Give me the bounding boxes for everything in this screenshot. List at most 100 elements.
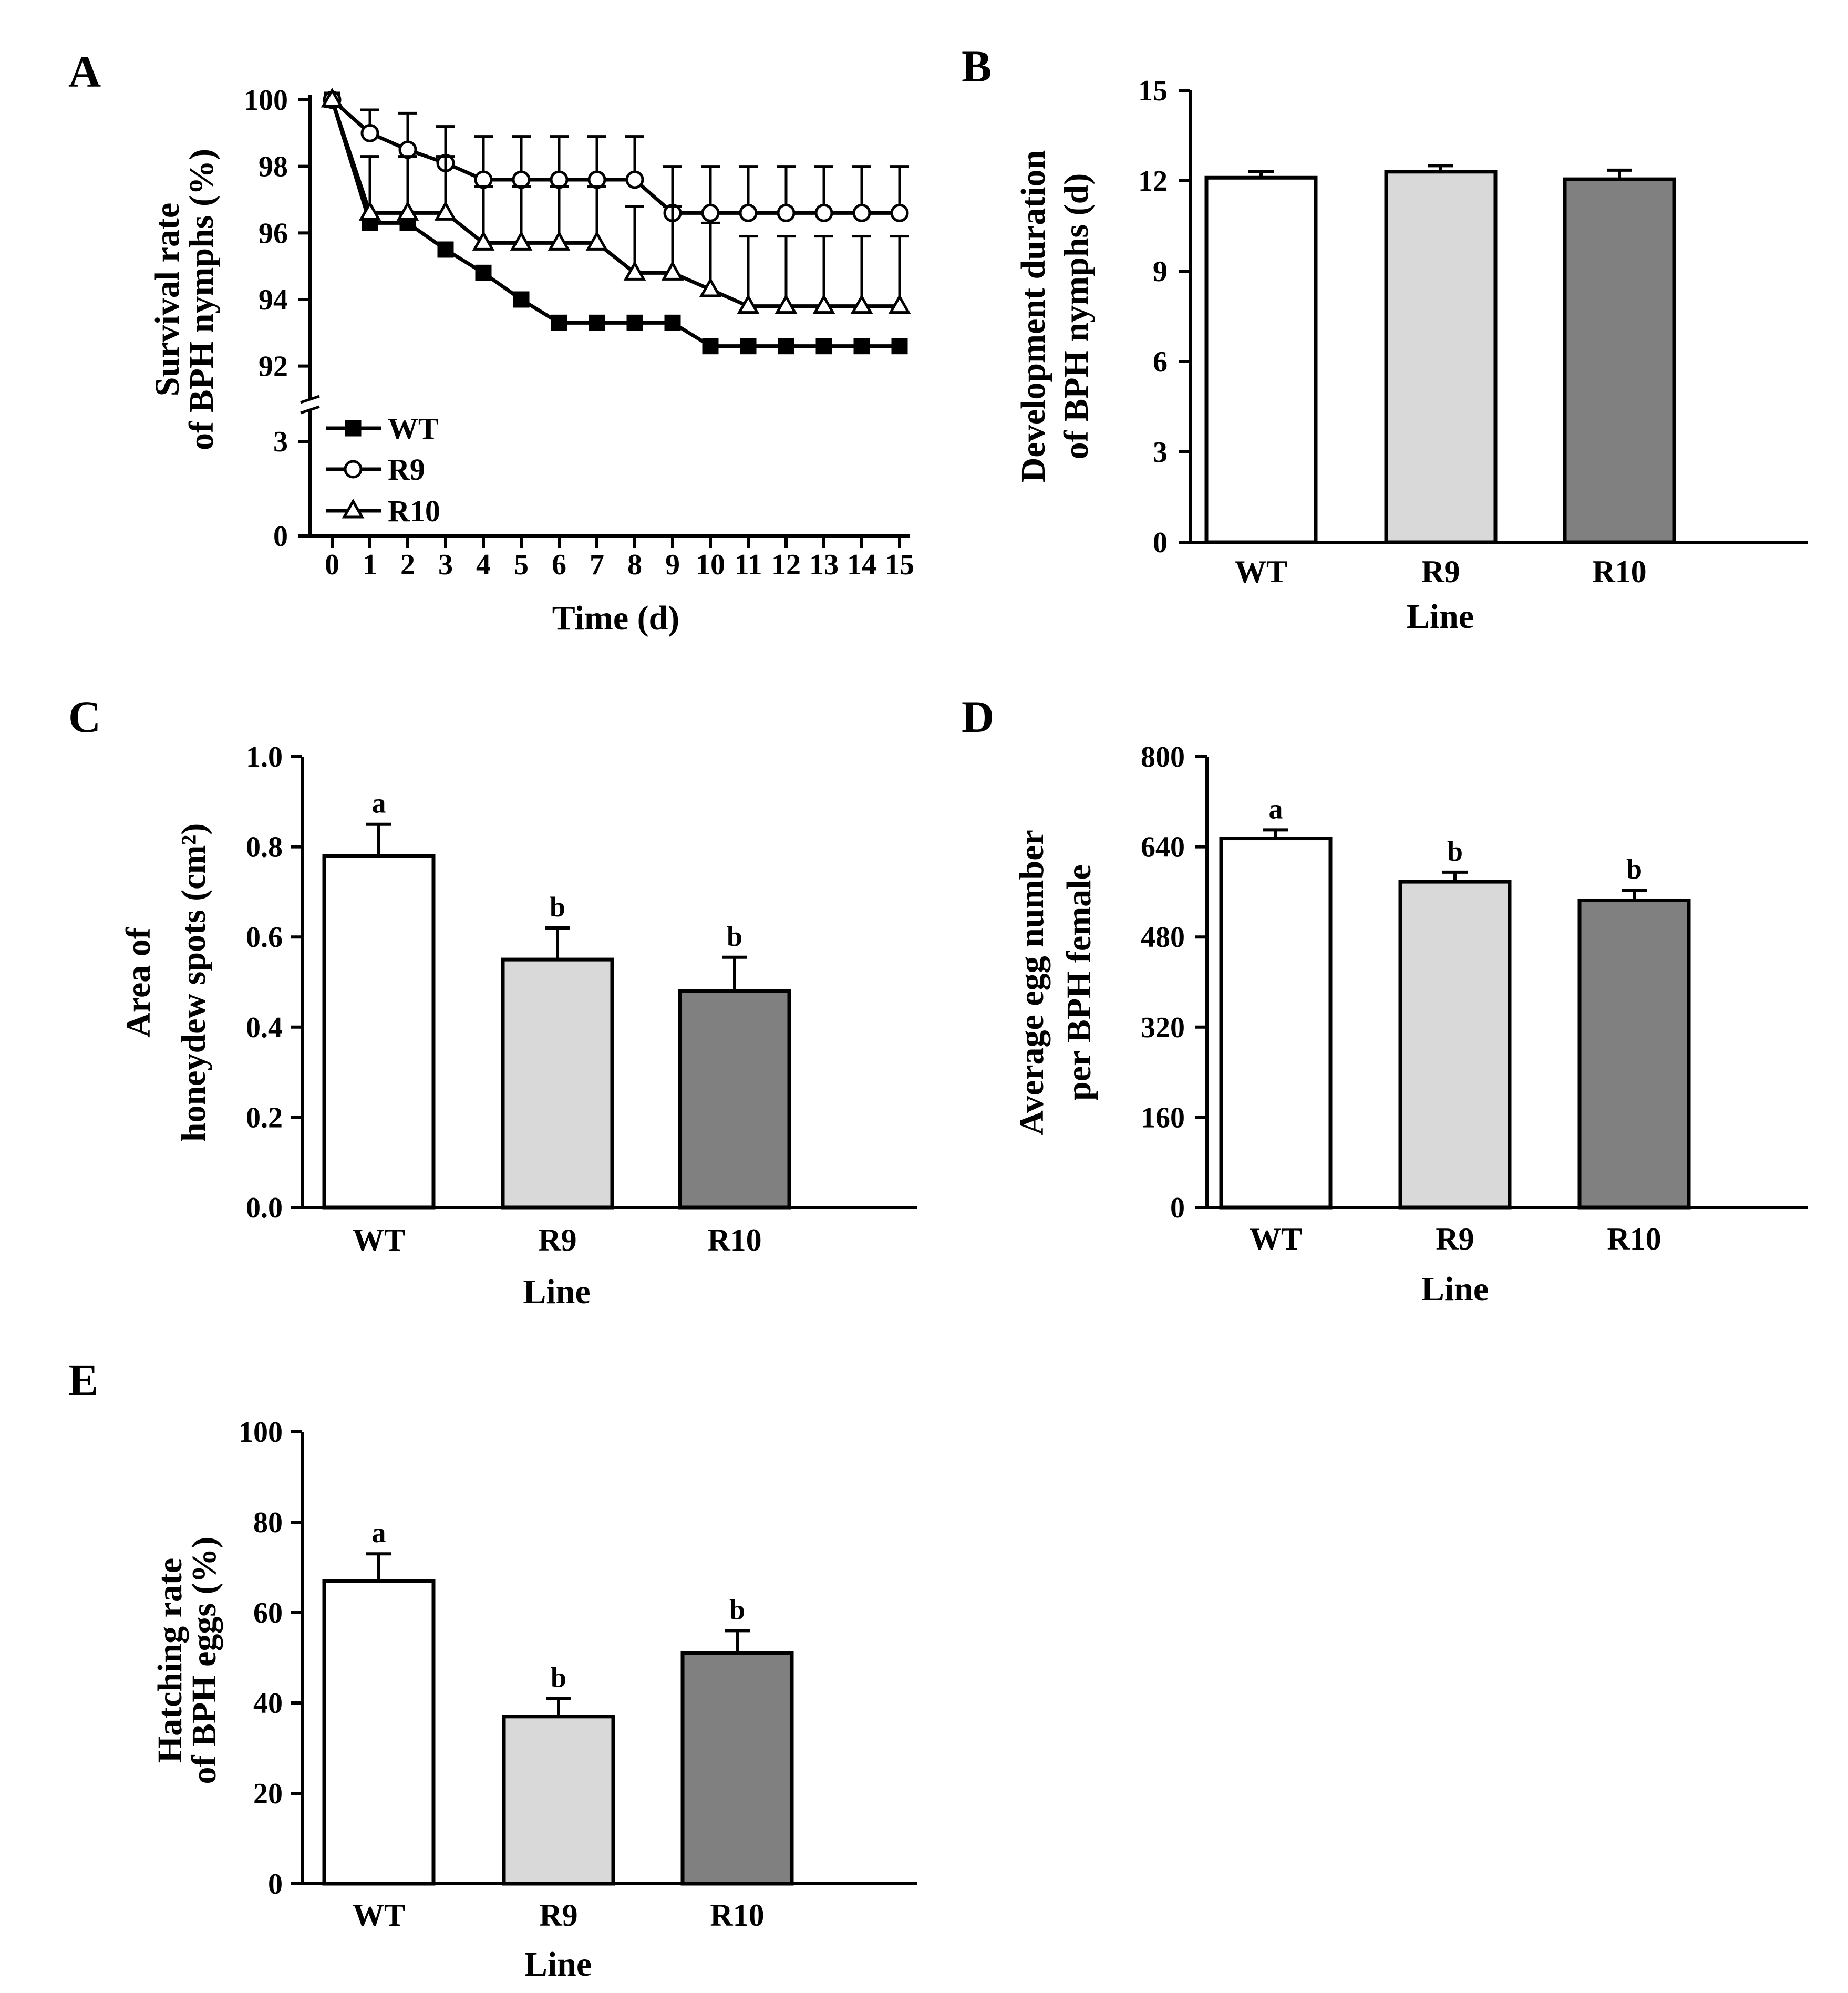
y-tick-label-E: 80 [253, 1506, 283, 1539]
y-tick-label-A: 0 [273, 520, 288, 553]
y-tick-label-D: 0 [1170, 1192, 1185, 1224]
bar-C-WT [322, 854, 436, 1210]
data-point-R9 [360, 123, 379, 142]
legend-marker-WT [345, 420, 362, 437]
bar-B-WT [1204, 175, 1318, 544]
panel-letter-D: D [962, 691, 994, 742]
y-axis-title-C-2: honeydew spots (cm²) [174, 823, 213, 1142]
x-tick-label-A: 15 [885, 549, 914, 581]
series-R10 [321, 87, 911, 314]
data-point-R10 [775, 294, 798, 314]
series-line-R9 [331, 98, 900, 215]
y-tick-label-B: 15 [1138, 75, 1168, 107]
y-axis-title-E-2: of BPH eggs (%) [185, 1536, 223, 1784]
y-tick-label-A: 92 [259, 350, 288, 383]
y-axis-title-D-2: per BPH female [1060, 864, 1098, 1101]
bar-B-R9 [1384, 170, 1498, 544]
bar-C-R9 [501, 957, 614, 1210]
y-axis-title-A-2: of BPH nymphs (%) [182, 149, 221, 450]
data-point-WT [891, 338, 908, 355]
y-tick-label-D: 640 [1141, 831, 1185, 864]
category-label-B-R10: R10 [1592, 554, 1646, 589]
data-point-R10 [699, 277, 722, 297]
legend-marker-R10 [342, 498, 365, 519]
panel-letter-A: A [68, 46, 101, 97]
category-label-D-R10: R10 [1607, 1222, 1661, 1256]
x-axis-title-B: Line [1407, 597, 1474, 636]
series-WT [324, 91, 908, 355]
data-point-R10 [585, 231, 608, 251]
data-point-R10 [737, 294, 760, 314]
x-tick-label-A: 1 [363, 549, 377, 581]
data-point-WT [551, 314, 567, 331]
legend-label-R9: R9 [388, 452, 425, 487]
data-point-R10 [548, 231, 571, 251]
y-tick-label-D: 480 [1141, 921, 1185, 954]
significance-letter-E-R9: b [551, 1661, 566, 1693]
y-tick-label-C: 0.2 [246, 1101, 283, 1134]
data-point-R9 [739, 203, 758, 222]
y-tick-label-B: 0 [1153, 526, 1168, 559]
y-tick-label-E: 0 [268, 1868, 283, 1901]
bar-D-R9 [1398, 880, 1512, 1210]
data-point-R10 [812, 294, 835, 314]
data-point-WT [513, 291, 530, 308]
category-label-E-WT: WT [353, 1898, 405, 1933]
x-axis-title-C: Line [523, 1273, 590, 1311]
y-tick-label-B: 6 [1153, 346, 1168, 378]
series-line-WT [330, 99, 900, 348]
bar-E-R9 [502, 1715, 615, 1886]
category-label-B-R9: R9 [1421, 554, 1460, 589]
data-point-WT [740, 338, 757, 355]
y-tick-label-C: 0.0 [246, 1192, 283, 1224]
data-point-R10 [358, 201, 381, 221]
category-label-C-WT: WT [353, 1223, 405, 1257]
significance-letter-D-WT: a [1269, 793, 1283, 824]
panel-letter-E: E [68, 1355, 98, 1405]
y-tick-label-C: 0.4 [246, 1011, 283, 1044]
significance-letter-C-WT: a [372, 788, 386, 819]
x-axis-title-A: Time (d) [552, 599, 680, 637]
category-label-B-WT: WT [1235, 554, 1287, 589]
x-tick-label-A: 14 [847, 549, 876, 581]
data-point-WT [475, 264, 492, 281]
y-tick-label-E: 60 [253, 1597, 283, 1629]
significance-letter-D-R9: b [1447, 835, 1463, 867]
legend-label-R10: R10 [388, 494, 440, 528]
axis-break-mark-A [300, 405, 320, 415]
x-tick-label-A: 3 [438, 549, 453, 581]
y-tick-label-B: 12 [1138, 165, 1168, 198]
data-point-WT [778, 338, 794, 355]
data-point-WT [589, 314, 605, 331]
panel-B: 0 3 6 9 12 15 WT R9 R10 Line [1138, 75, 1808, 636]
data-point-WT [815, 338, 832, 355]
x-tick-label-A: 11 [735, 549, 762, 581]
y-axis-title-B-1: Development duration [1014, 150, 1052, 482]
legend-marker-R9 [344, 460, 363, 479]
significance-letter-C-R10: b [727, 921, 742, 952]
data-point-R9 [852, 203, 871, 222]
panel-E: 0 20 40 60 80 100 a WT b R9 b R10 Line [239, 1416, 917, 1984]
y-tick-label-E: 20 [253, 1778, 283, 1810]
y-tick-label-B: 9 [1153, 255, 1168, 288]
x-tick-label-A: 6 [552, 549, 566, 581]
y-tick-label-C: 0.6 [246, 921, 283, 954]
bar-E-WT [322, 1579, 436, 1886]
panel-letter-C: C [68, 691, 101, 742]
legend-label-WT: WT [388, 411, 439, 446]
y-tick-label-A: 94 [259, 284, 288, 316]
data-point-R10 [321, 87, 344, 108]
category-label-C-R10: R10 [707, 1223, 761, 1257]
x-tick-label-A: 8 [627, 549, 642, 581]
y-tick-label-D: 160 [1141, 1101, 1185, 1134]
series-line-R10 [330, 99, 900, 308]
data-point-R10 [623, 261, 646, 281]
x-axis-title-D: Line [1421, 1270, 1489, 1308]
y-tick-label-C: 0.8 [246, 831, 283, 864]
panel-D: 0 160 320 480 640 800 a WT b R9 b R10 Line [1141, 741, 1808, 1308]
category-label-D-R9: R9 [1436, 1222, 1474, 1256]
x-tick-label-A: 10 [696, 549, 725, 581]
bar-D-WT [1219, 837, 1333, 1210]
data-point-R10 [434, 201, 457, 221]
